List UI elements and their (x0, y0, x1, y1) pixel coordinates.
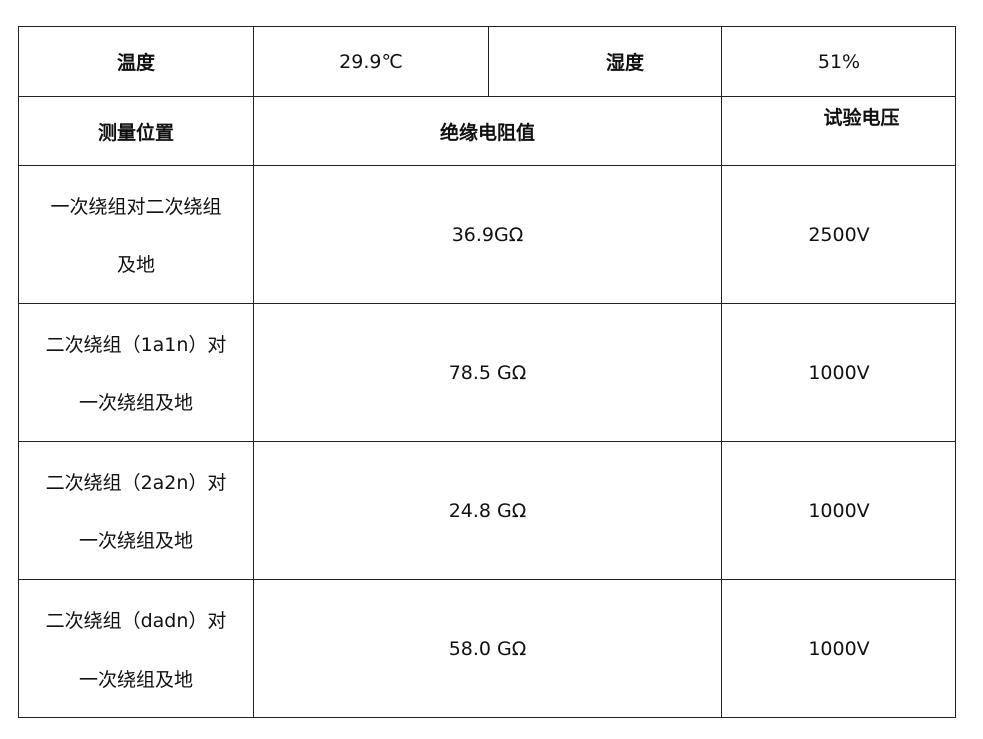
position-line-1: 二次绕组（1a1n）对 (45, 333, 227, 356)
col-position: 测量位置 (19, 97, 254, 166)
temp-value: 29.9℃ (254, 27, 489, 97)
col-voltage: 试验电压 (722, 97, 956, 166)
position-cell: 二次绕组（1a1n）对 一次绕组及地 (19, 304, 254, 442)
voltage-cell: 1000V (722, 304, 956, 442)
resistance-cell: 58.0 GΩ (254, 580, 722, 718)
resistance-cell: 78.5 GΩ (254, 304, 722, 442)
resistance-cell: 24.8 GΩ (254, 442, 722, 580)
voltage-cell: 1000V (722, 442, 956, 580)
position-line-2: 及地 (116, 254, 155, 277)
humidity-label: 湿度 (489, 27, 722, 97)
position-line-2: 一次绕组及地 (78, 392, 193, 415)
position-cell: 二次绕组（2a2n）对 一次绕组及地 (19, 442, 254, 580)
voltage-cell: 1000V (808, 638, 870, 660)
position-line-1: 一次绕组对二次绕组 (50, 195, 222, 218)
resistance-cell: 36.9GΩ (254, 166, 722, 304)
position-line-1: 二次绕组（2a2n）对 (45, 471, 227, 494)
position-line-1: 二次绕组（dadn）对 (45, 610, 227, 632)
position-cell: 二次绕组（dadn）对 一次绕组及地 (19, 580, 254, 718)
temp-label: 温度 (19, 27, 254, 97)
col-resistance: 绝缘电阻值 (254, 97, 722, 166)
position-cell: 一次绕组对二次绕组 及地 (19, 166, 254, 304)
voltage-cell: 2500V (722, 166, 956, 304)
position-line-2: 一次绕组及地 (78, 530, 193, 553)
insulation-table: 温度 29.9℃ 湿度 51% 测量位置 绝缘电阻值 试验电压 一次绕组对二次绕… (18, 26, 956, 718)
humidity-value: 51% (722, 27, 956, 97)
position-line-2: 一次绕组及地 (78, 669, 193, 691)
